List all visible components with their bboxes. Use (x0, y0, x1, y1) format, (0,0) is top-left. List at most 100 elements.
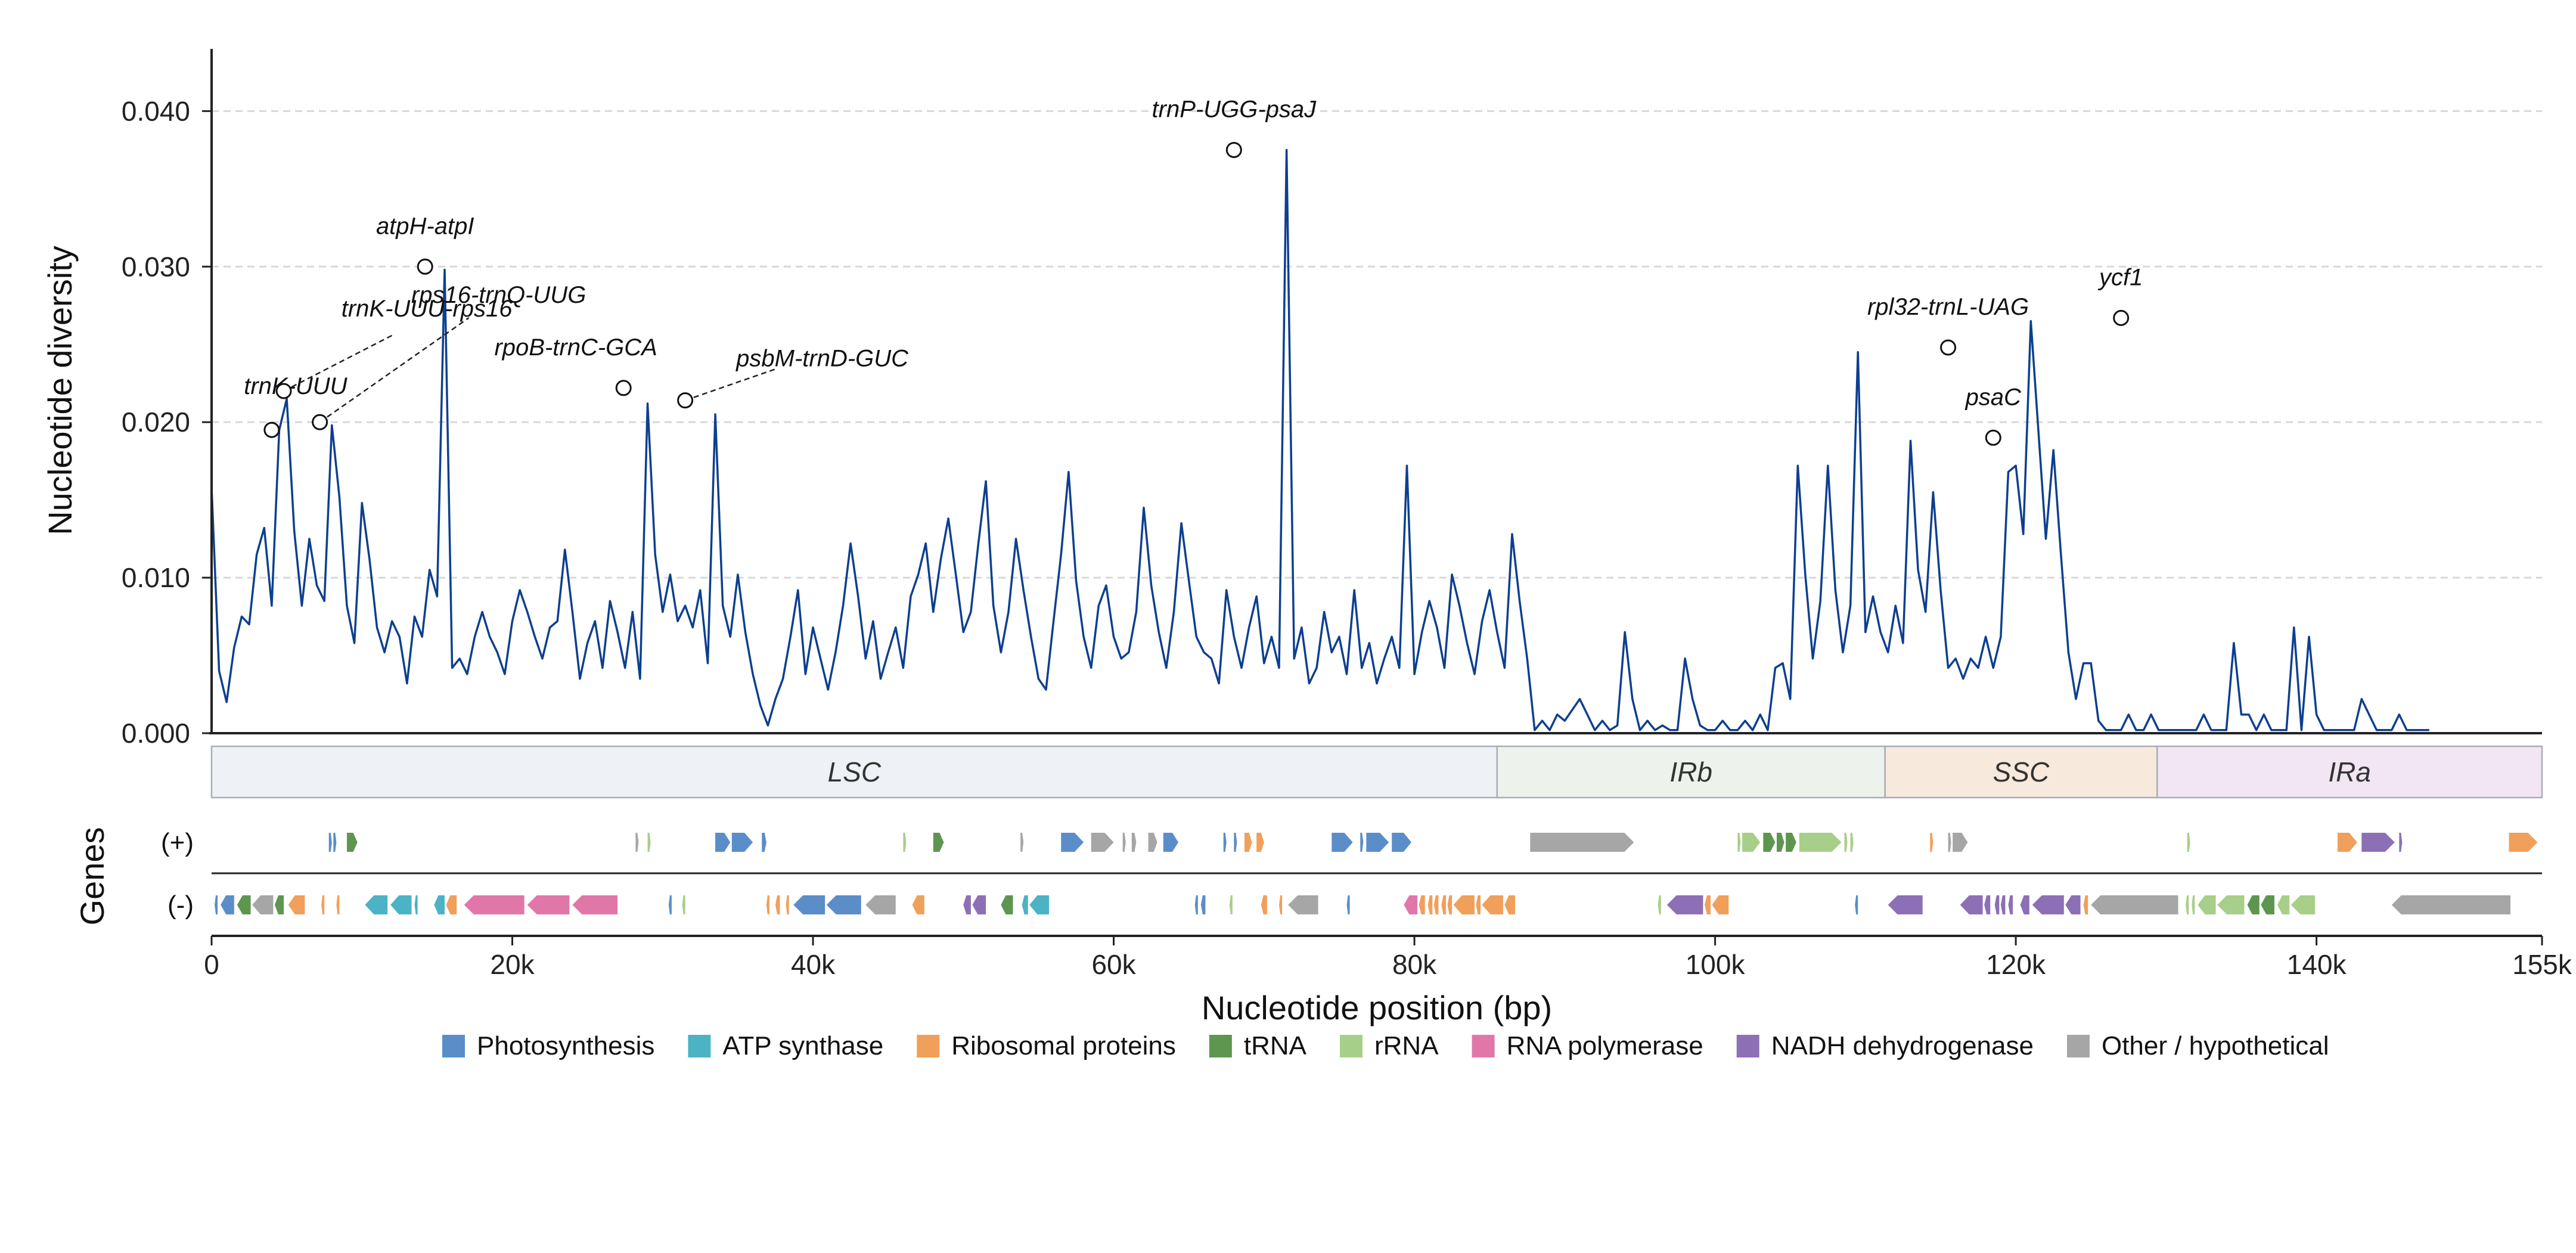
gene-arrow (1020, 833, 1024, 852)
gene-arrow (2399, 833, 2403, 852)
peak-marker (263, 421, 280, 438)
gene-arrow (1433, 895, 1439, 914)
peak-marker (1225, 142, 1242, 159)
legend-swatch (688, 1035, 711, 1057)
gene-arrow (434, 895, 445, 914)
gene-arrow (1029, 895, 1050, 914)
gene-arrow (1061, 833, 1084, 852)
region-ira (2156, 745, 2543, 799)
peak-marker (275, 383, 292, 399)
gene-arrow (865, 895, 896, 914)
gene-arrow (2083, 895, 2088, 914)
legend-swatch (1736, 1035, 1759, 1057)
gene-arrow (2020, 895, 2029, 914)
gene-arrow (1763, 833, 1776, 852)
gene-arrow (1737, 833, 1741, 852)
legend-label: Photosynthesis (477, 1031, 654, 1060)
gene-arrow (1447, 895, 1453, 914)
peak-marker (615, 380, 632, 396)
gene-arrow (2261, 895, 2274, 914)
gene-arrow (252, 895, 274, 914)
gene-arrow (903, 833, 907, 852)
peak-label: trnK-UUU-rps16 (342, 296, 513, 322)
gene-arrow (731, 833, 753, 852)
gene-arrow (762, 833, 766, 852)
gene-arrow (647, 833, 651, 852)
gene-arrow (1091, 833, 1114, 852)
peak-label: rpl32-trnL-UAG (1867, 294, 2029, 320)
gene-arrow (2291, 895, 2316, 914)
gene-arrow (2361, 833, 2395, 852)
gene-arrow (1360, 833, 1364, 852)
gene-arrow (1930, 833, 1933, 852)
peak-label: rps16-trnQ-UUG (411, 282, 586, 308)
peak-label: psbM-trnD-GUC (735, 346, 909, 372)
gene-arrow (1786, 833, 1796, 852)
gene-arrow (1453, 895, 1475, 914)
gene-arrow (668, 895, 672, 914)
peak-marker (1940, 339, 1957, 356)
x-tick-label: 20k (490, 949, 535, 980)
gene-arrow (1742, 833, 1761, 852)
y-axis-title: Nucleotide diversity (41, 246, 79, 535)
gene-track: (+) (-) (161, 828, 2542, 920)
gene-arrow (1332, 833, 1353, 852)
legend-swatch (1340, 1035, 1363, 1057)
gene-arrow (1148, 833, 1157, 852)
x-tick-label: 40k (791, 949, 836, 980)
gene-arrow (333, 833, 337, 852)
gene-arrow (288, 895, 305, 914)
gene-arrow (1234, 833, 1237, 852)
gene-arrow (2198, 895, 2216, 914)
gene-arrow (1244, 833, 1252, 852)
legend-label: Ribosomal proteins (951, 1031, 1176, 1060)
x-tick-label: 140k (2287, 949, 2347, 980)
gene-arrow (2337, 833, 2357, 852)
legend-swatch (2066, 1035, 2090, 1057)
gene-arrow (328, 833, 332, 852)
gene-arrow (2247, 895, 2260, 914)
gene-arrow (2000, 895, 2006, 914)
region-band: LSC IRb SSC IRa (210, 745, 2543, 799)
gene-arrow (2391, 895, 2511, 914)
gene-arrow (1427, 895, 1433, 914)
gene-arrow (2277, 895, 2290, 914)
region-irb (1496, 745, 1886, 799)
gene-arrow (1844, 833, 1848, 852)
gene-arrow (1001, 895, 1013, 914)
gene-arrow (2509, 833, 2538, 852)
gene-arrow (1777, 833, 1784, 852)
peak-marker (677, 392, 694, 409)
gene-arrow (1392, 833, 1412, 852)
gene-arrow (527, 895, 570, 914)
x-tick-label: 120k (1986, 949, 2046, 980)
gene-arrow (274, 895, 284, 914)
gene-arrow (221, 895, 234, 914)
gene-arrow (390, 895, 412, 914)
gene-arrow (775, 895, 780, 914)
peak-marker (417, 258, 433, 275)
gene-arrow (1279, 895, 1283, 914)
gene-arrow (1666, 895, 1703, 914)
peak-label: trnP-UGG-psaJ (1152, 97, 1317, 123)
peak-leader (685, 368, 775, 401)
x-tick-label: 155k (2512, 949, 2572, 980)
gene-arrow (1131, 833, 1137, 852)
gene-arrow (2091, 895, 2178, 914)
gene-arrow (336, 895, 340, 914)
gene-arrow (786, 895, 789, 914)
peak-leader (319, 317, 470, 423)
peak-label: atpH-atpI (376, 213, 474, 239)
gene-arrow (321, 895, 325, 914)
gene-arrow (635, 833, 639, 852)
gene-arrow (1530, 833, 1634, 852)
gene-arrow (1288, 895, 1318, 914)
y-gridlines (212, 110, 2542, 579)
y-tick-label: 0.030 (122, 251, 190, 282)
gene-arrow (365, 895, 388, 914)
gene-arrow (1163, 833, 1179, 852)
strand-label-minus: (-) (167, 891, 194, 920)
gene-arrow (1223, 833, 1227, 852)
strand-label-plus: (+) (161, 828, 194, 857)
